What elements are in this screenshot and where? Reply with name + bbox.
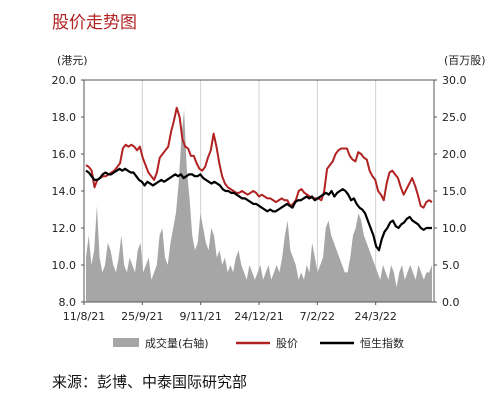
left-axis-unit: (港元) (57, 54, 88, 67)
right-tick-label: 15.0 (442, 185, 467, 198)
x-tick-label: 7/2/22 (300, 310, 335, 323)
legend-volume-label: 成交量(右轴) (145, 336, 209, 350)
right-tick-label: 10.0 (442, 222, 467, 235)
legend-price-label: 股价 (276, 337, 298, 350)
right-tick-label: 5.0 (442, 259, 460, 272)
right-tick-label: 0.0 (442, 296, 460, 309)
left-tick-label: 20.0 (52, 74, 77, 87)
source-note: 来源：彭博、中泰国际研究部 (52, 373, 248, 391)
legend-volume-swatch (113, 338, 139, 347)
hsi-line (85, 167, 432, 252)
left-tick-label: 18.0 (52, 111, 77, 124)
left-tick-label: 16.0 (52, 148, 77, 161)
volume-area (86, 109, 432, 302)
right-tick-label: 20.0 (442, 148, 467, 161)
left-tick-label: 10.0 (52, 259, 77, 272)
left-tick-label: 8.0 (59, 296, 77, 309)
x-tick-label: 25/9/21 (121, 310, 163, 323)
right-tick-label: 25.0 (442, 111, 467, 124)
left-tick-label: 12.0 (52, 222, 77, 235)
price-line (85, 106, 433, 209)
left-tick-label: 14.0 (52, 185, 77, 198)
legend-index-label: 恒生指数 (360, 336, 404, 350)
x-tick-label: 11/8/21 (63, 310, 105, 323)
x-tick-label: 9/11/21 (179, 310, 221, 323)
chart-title: 股价走势图 (52, 13, 137, 33)
right-axis-unit: (百万股) (444, 54, 486, 67)
x-tick-label: 24/12/21 (234, 310, 283, 323)
x-tick-label: 24/3/22 (354, 310, 396, 323)
right-tick-label: 30.0 (442, 74, 467, 87)
